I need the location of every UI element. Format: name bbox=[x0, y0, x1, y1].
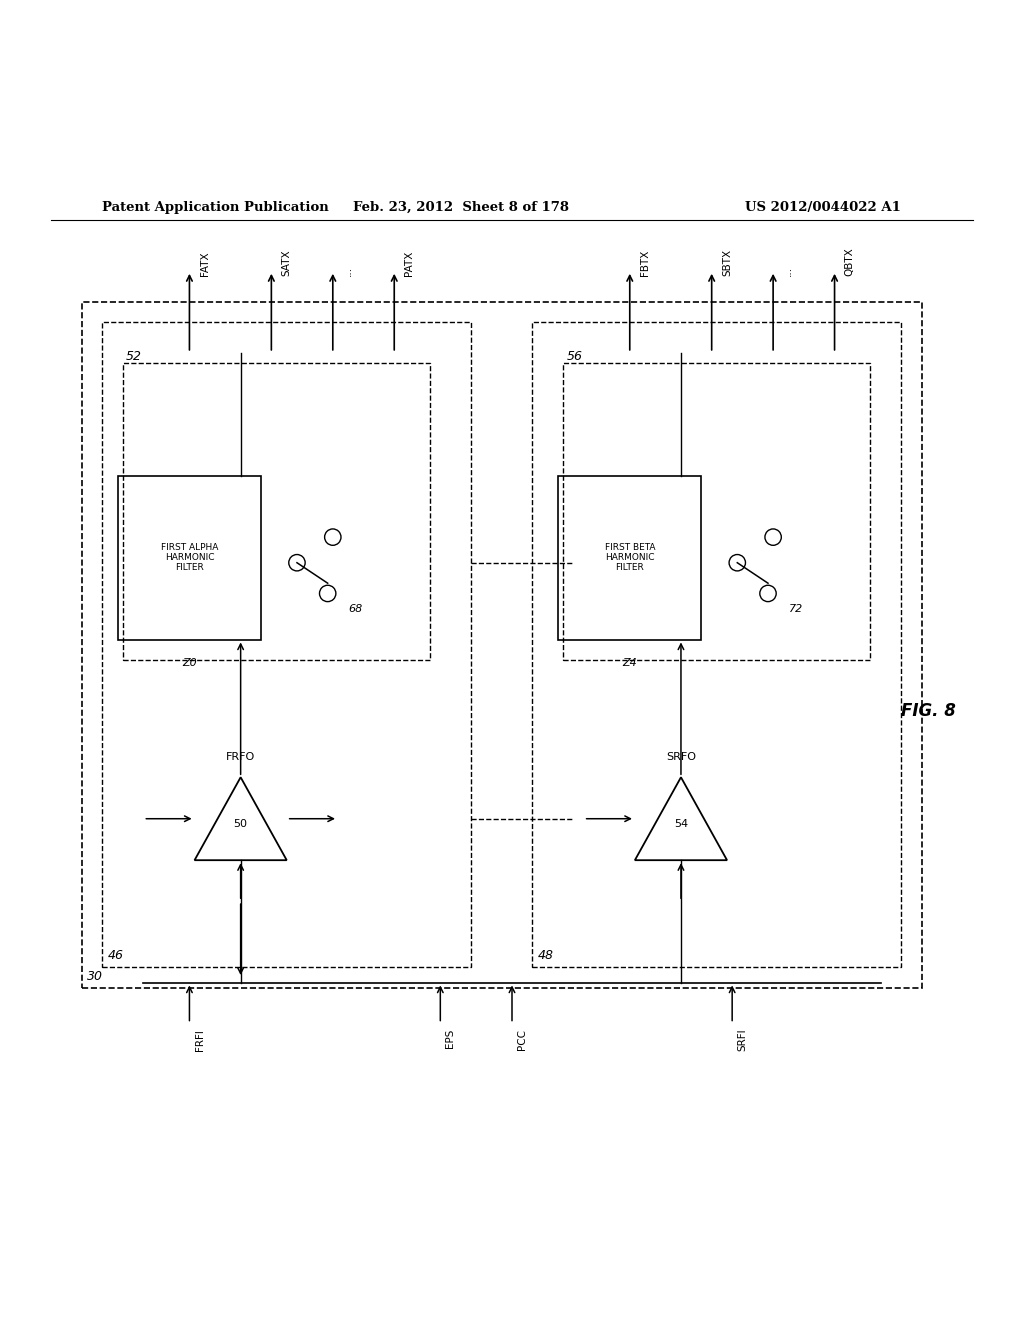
Text: 54: 54 bbox=[674, 818, 688, 829]
Text: ...: ... bbox=[343, 265, 353, 276]
Text: ...: ... bbox=[783, 265, 794, 276]
Text: 48: 48 bbox=[538, 949, 554, 962]
Text: SRFI: SRFI bbox=[737, 1028, 748, 1051]
Text: Feb. 23, 2012  Sheet 8 of 178: Feb. 23, 2012 Sheet 8 of 178 bbox=[353, 201, 568, 214]
Text: 52: 52 bbox=[126, 350, 142, 363]
Bar bbox=[532, 322, 901, 968]
Text: FATX: FATX bbox=[200, 251, 210, 276]
Text: 46: 46 bbox=[108, 949, 124, 962]
Text: 68: 68 bbox=[348, 603, 362, 614]
Text: FIG. 8: FIG. 8 bbox=[901, 702, 956, 721]
Text: 50: 50 bbox=[233, 818, 248, 829]
Text: SRFO: SRFO bbox=[666, 752, 696, 762]
Text: 30: 30 bbox=[87, 970, 103, 982]
Text: PCC: PCC bbox=[517, 1028, 527, 1049]
Bar bbox=[102, 322, 471, 968]
Text: 72: 72 bbox=[788, 603, 803, 614]
Text: Z0: Z0 bbox=[182, 657, 197, 668]
Text: FIRST BETA
HARMONIC
FILTER: FIRST BETA HARMONIC FILTER bbox=[604, 543, 655, 573]
Text: FIRST ALPHA
HARMONIC
FILTER: FIRST ALPHA HARMONIC FILTER bbox=[161, 543, 218, 573]
Text: FRFO: FRFO bbox=[226, 752, 255, 762]
Text: SBTX: SBTX bbox=[722, 249, 732, 276]
Text: EPS: EPS bbox=[445, 1028, 456, 1048]
Bar bbox=[123, 363, 430, 660]
Text: SATX: SATX bbox=[282, 249, 292, 276]
Bar bbox=[563, 363, 870, 660]
Text: PATX: PATX bbox=[404, 251, 415, 276]
Bar bbox=[82, 301, 922, 987]
Text: Z4: Z4 bbox=[623, 657, 637, 668]
Text: FRFI: FRFI bbox=[195, 1028, 205, 1051]
Text: US 2012/0044022 A1: US 2012/0044022 A1 bbox=[745, 201, 901, 214]
Text: 56: 56 bbox=[566, 350, 583, 363]
Text: Patent Application Publication: Patent Application Publication bbox=[102, 201, 329, 214]
Text: QBTX: QBTX bbox=[845, 247, 855, 276]
Text: FBTX: FBTX bbox=[640, 249, 650, 276]
